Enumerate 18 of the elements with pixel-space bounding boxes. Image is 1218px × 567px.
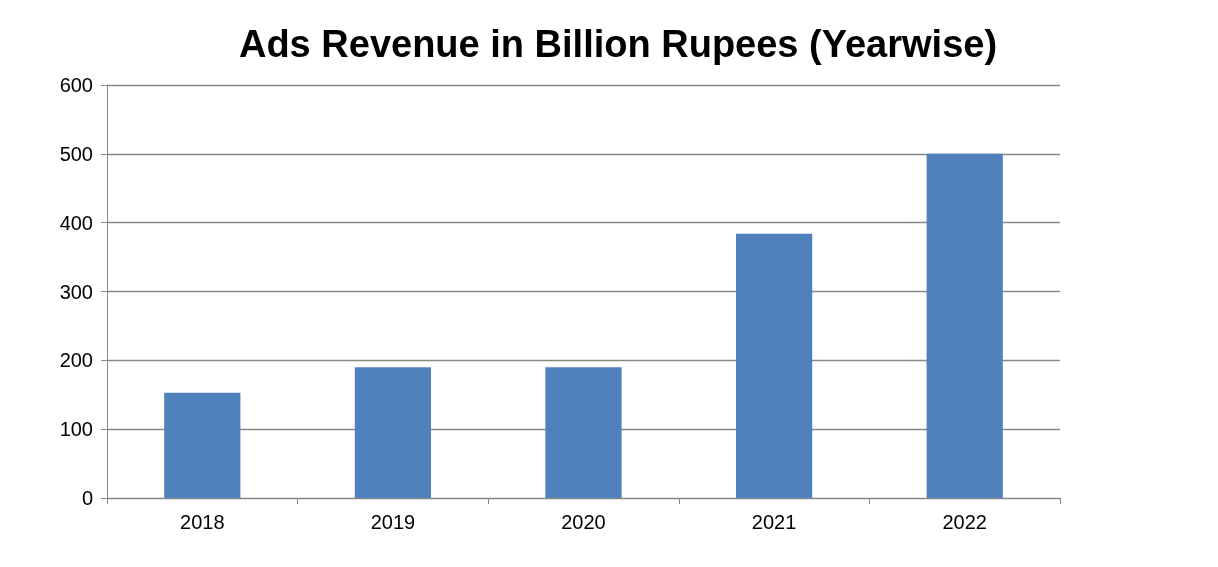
y-tick-label: 600 bbox=[59, 74, 93, 96]
bar bbox=[735, 233, 813, 498]
x-tick-label: 2019 bbox=[370, 511, 416, 533]
bar bbox=[545, 367, 622, 498]
bar bbox=[354, 367, 432, 498]
x-tick-label: 2021 bbox=[751, 511, 797, 533]
x-tick-label: 2022 bbox=[942, 511, 987, 533]
y-tick-label: 400 bbox=[59, 211, 93, 234]
y-tick-label: 0 bbox=[81, 487, 93, 509]
bar bbox=[926, 153, 1003, 498]
bar bbox=[164, 392, 241, 498]
y-tick-label: 300 bbox=[59, 280, 93, 303]
x-tick-label: 2018 bbox=[180, 511, 225, 533]
y-tick-label: 500 bbox=[59, 142, 93, 165]
y-tick-label: 100 bbox=[59, 418, 93, 441]
y-tick-label: 200 bbox=[59, 349, 93, 372]
chart-title: Ads Revenue in Billion Rupees (Yearwise) bbox=[238, 23, 998, 65]
x-tick-label: 2020 bbox=[561, 511, 606, 533]
